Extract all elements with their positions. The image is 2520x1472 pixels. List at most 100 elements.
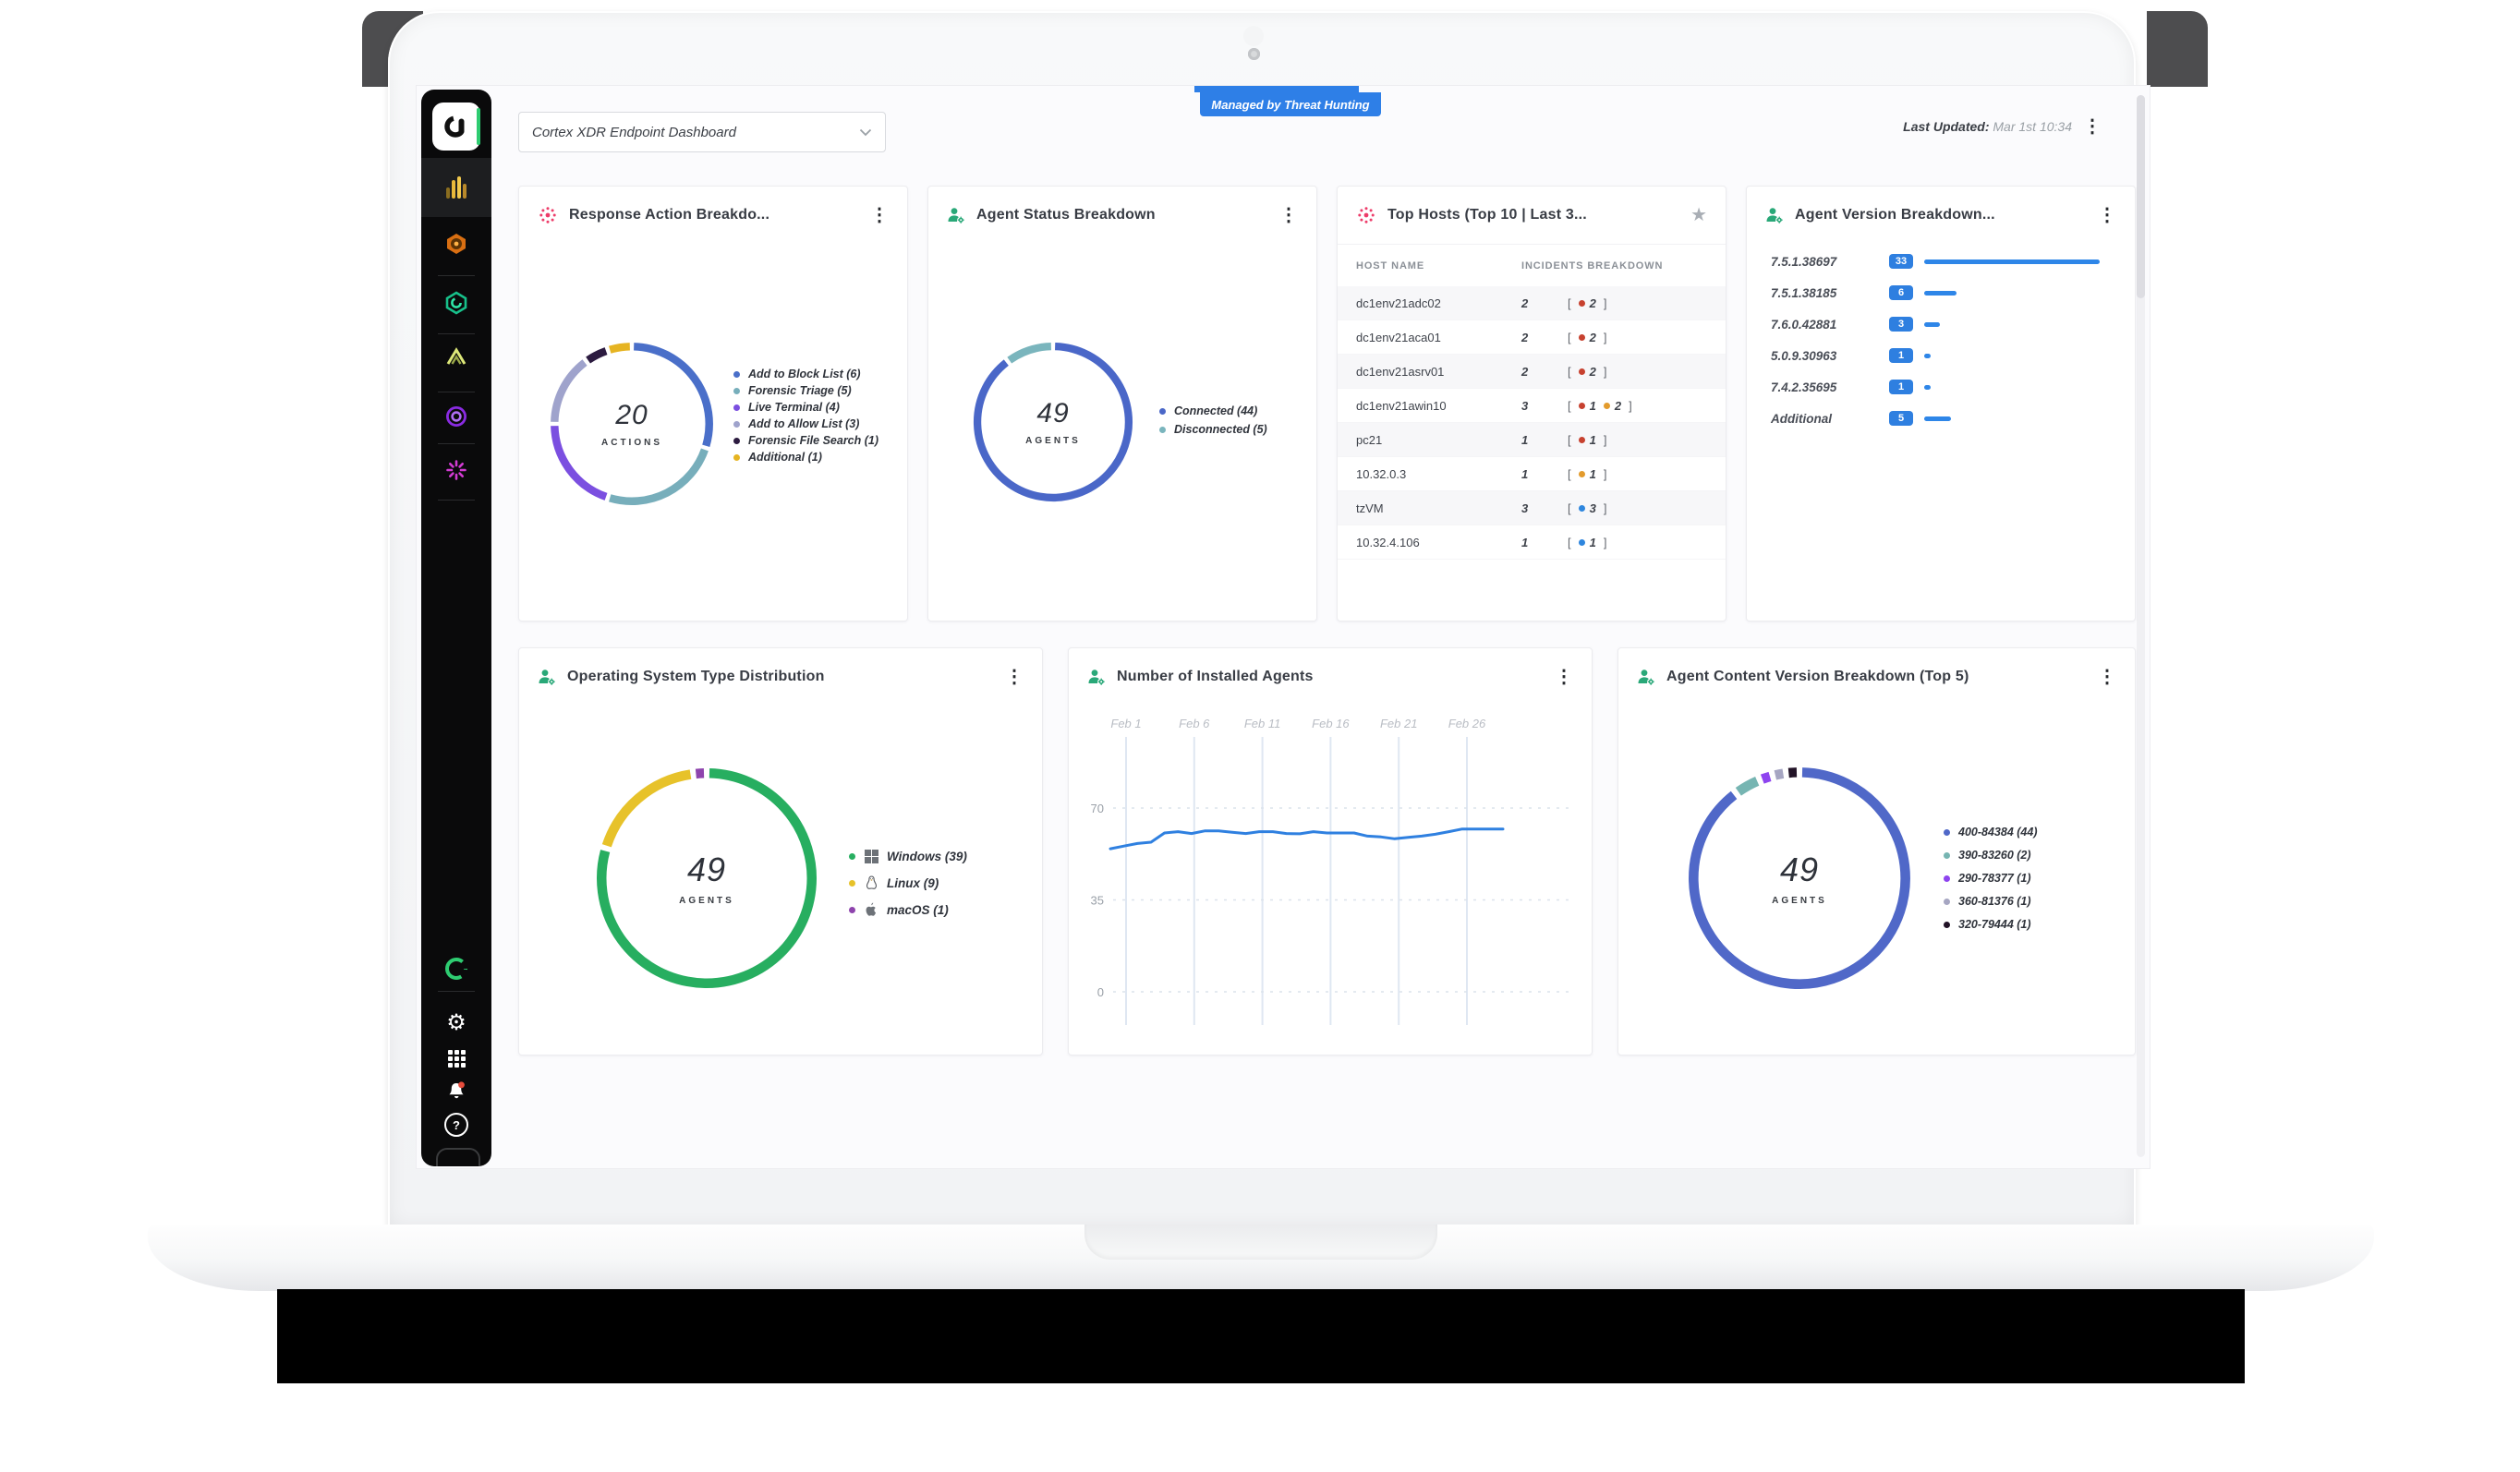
agent-person-icon	[948, 208, 964, 223]
agent-status-donut: 49 AGENTS	[970, 339, 1136, 505]
legend-dot	[1159, 407, 1166, 415]
host-table-row[interactable]: dc1env21awin10 3 [1 2]	[1338, 389, 1726, 423]
sidebar-item-modules[interactable]	[421, 454, 491, 486]
version-row[interactable]: Additional 5	[1771, 403, 2120, 434]
legend-item[interactable]: 390-83260 (2)	[1944, 849, 2037, 862]
dashboard-selector[interactable]: Cortex XDR Endpoint Dashboard	[518, 112, 886, 152]
legend-item[interactable]: 400-84384 (44)	[1944, 826, 2037, 839]
widget-top-hosts: Top Hosts (Top 10 | Last 3... ★ HOST NAM…	[1337, 186, 1726, 621]
scrollbar-track[interactable]	[2137, 95, 2145, 1157]
cortex-logo[interactable]	[432, 103, 480, 151]
donut-svg	[973, 342, 1133, 502]
legend-item[interactable]: Linux (9)	[849, 875, 967, 890]
legend-item[interactable]: 290-78377 (1)	[1944, 872, 2037, 885]
version-row[interactable]: 7.4.2.35695 1	[1771, 371, 2120, 403]
incidents-breakdown: [2]	[1568, 296, 1606, 310]
widget-agent-version: Agent Version Breakdown... ⋮ 7.5.1.38697…	[1746, 186, 2136, 621]
legend-dot	[733, 404, 740, 411]
sidebar-item-rules[interactable]	[421, 341, 491, 372]
host-table-row[interactable]: tzVM 3[3]	[1338, 491, 1726, 525]
host-table-row[interactable]: dc1env21adc02 2[2]	[1338, 286, 1726, 320]
widget-menu-button[interactable]: ⋮	[2098, 205, 2116, 225]
severity-dot	[1578, 299, 1585, 307]
widget-menu-button[interactable]: ⋮	[1555, 667, 1573, 687]
legend-item[interactable]: Add to Block List (6)	[733, 368, 878, 380]
legend-item[interactable]: Connected (44)	[1159, 404, 1267, 417]
bell-icon	[449, 1081, 465, 1099]
widget-title: Agent Version Breakdown...	[1795, 207, 1995, 223]
donut-center: 20 ACTIONS	[547, 339, 717, 509]
version-row[interactable]: 7.5.1.38185 6	[1771, 277, 2120, 308]
severity-number: 2	[1589, 364, 1596, 379]
sidebar-divider	[438, 333, 475, 334]
widget-menu-button[interactable]: ⋮	[2098, 667, 2116, 687]
version-row[interactable]: 7.5.1.38697 33	[1771, 246, 2120, 277]
legend-item[interactable]: macOS (1)	[849, 902, 967, 917]
bracket: [	[1568, 398, 1571, 413]
severity-number: 1	[1589, 432, 1596, 447]
user-avatar-stub[interactable]	[436, 1148, 480, 1166]
host-table-row[interactable]: dc1env21asrv01 2[2]	[1338, 355, 1726, 389]
agent-person-icon	[1088, 670, 1105, 685]
sidebar-item-help[interactable]: ?	[421, 1109, 491, 1140]
legend-dot	[1159, 426, 1166, 433]
donut-segment	[601, 769, 692, 848]
managed-badge: Managed by Threat Hunting	[1200, 92, 1381, 116]
severity-number: 1	[1589, 398, 1596, 413]
legend-item[interactable]: 320-79444 (1)	[1944, 918, 2037, 931]
cortex-logo-icon	[444, 115, 466, 138]
sidebar-item-incidents[interactable]	[421, 228, 491, 259]
host-name: pc21	[1356, 432, 1383, 447]
gear-icon: ⚙	[446, 1010, 466, 1035]
response-actions-donut: 20 ACTIONS	[547, 339, 717, 509]
sidebar-item-apps[interactable]	[421, 1043, 491, 1074]
legend-item[interactable]: Add to Allow List (3)	[733, 417, 878, 430]
favorite-star-icon[interactable]: ★	[1690, 205, 1707, 225]
sidebar-divider	[438, 991, 475, 992]
bracket: [	[1568, 296, 1571, 310]
widget-content-version: Agent Content Version Breakdown (Top 5) …	[1617, 647, 2136, 1056]
sidebar-item-settings[interactable]: ⚙	[421, 1007, 491, 1039]
laptop-lid-edge-right	[2147, 11, 2208, 87]
widget-menu-button[interactable]: ⋮	[1005, 667, 1024, 687]
legend-label: 390-83260 (2)	[1958, 849, 2031, 862]
legend-item[interactable]: Disconnected (5)	[1159, 423, 1267, 436]
incident-total: 2	[1521, 364, 1529, 379]
severity-count: 1	[1578, 536, 1596, 549]
legend-item[interactable]: Forensic Triage (5)	[733, 384, 878, 397]
sidebar-item-dashboards[interactable]	[421, 158, 491, 217]
severity-number: 3	[1589, 501, 1596, 515]
legend-item[interactable]: Forensic File Search (1)	[733, 434, 878, 447]
dashboard: ⚙ ?	[416, 85, 2150, 1169]
legend-label: 320-79444 (1)	[1958, 918, 2031, 931]
sidebar-item-sync-status[interactable]	[421, 953, 491, 984]
donut-svg	[551, 343, 713, 505]
sidebar-item-notifications[interactable]	[421, 1076, 491, 1107]
host-table-row[interactable]: dc1env21aca01 2[2]	[1338, 320, 1726, 355]
widget-menu-button[interactable]: ⋮	[870, 205, 889, 225]
version-row[interactable]: 5.0.9.30963 1	[1771, 340, 2120, 371]
sidebar: ⚙ ?	[421, 90, 491, 1166]
host-table-row[interactable]: 10.32.4.106 1[1]	[1338, 525, 1726, 560]
legend-item[interactable]: Live Terminal (4)	[733, 401, 878, 414]
version-count-badge: 3	[1889, 317, 1913, 332]
x-tick-label: Feb 1	[1110, 717, 1141, 730]
sidebar-item-investigation[interactable]	[421, 287, 491, 319]
legend-item[interactable]: 360-81376 (1)	[1944, 895, 2037, 908]
apple-icon-wrap	[864, 902, 878, 917]
legend-item[interactable]: Windows (39)	[849, 850, 967, 863]
managed-badge-tab	[1194, 86, 1359, 92]
sidebar-item-assets[interactable]	[421, 401, 491, 432]
widget-menu-button[interactable]: ⋮	[1279, 205, 1298, 225]
scrollbar-thumb[interactable]	[2137, 95, 2145, 298]
legend-dot	[733, 420, 740, 428]
page-menu-button[interactable]: ⋮	[2083, 116, 2102, 137]
version-count-badge: 6	[1889, 285, 1913, 300]
host-table-row[interactable]: pc21 1[1]	[1338, 423, 1726, 457]
legend-dot	[1944, 875, 1950, 882]
pink-dots-icon	[1358, 207, 1375, 223]
host-table-row[interactable]: 10.32.0.3 1[1]	[1338, 457, 1726, 491]
widget-agent-status: Agent Status Breakdown ⋮ 49 AGENTS Conne…	[927, 186, 1317, 621]
version-row[interactable]: 7.6.0.42881 3	[1771, 308, 2120, 340]
legend-item[interactable]: Additional (1)	[733, 451, 878, 464]
